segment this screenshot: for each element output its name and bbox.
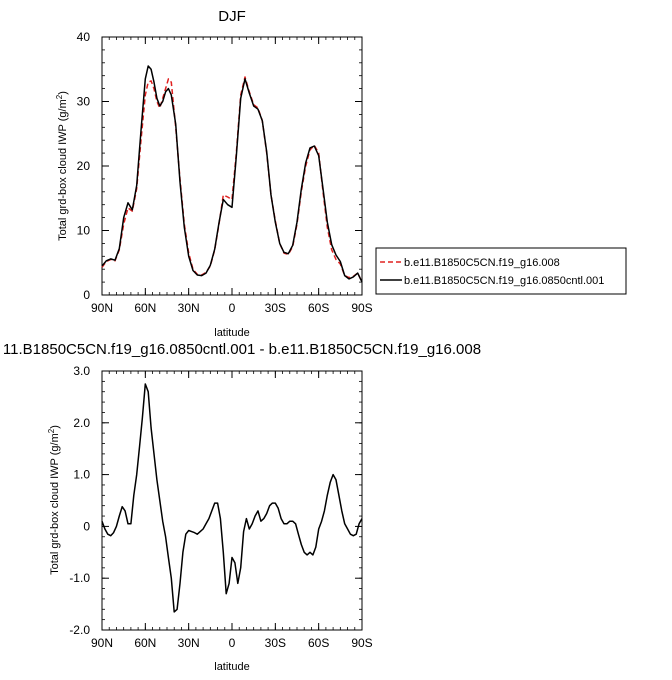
bottom-x-tick-label: 90S (351, 636, 372, 650)
top-chart-title: DJF (218, 8, 246, 25)
bottom-x-tick-label: 60N (134, 636, 156, 650)
top-series-line-2 (101, 65, 363, 283)
bottom-y-tick-label: 3.0 (73, 364, 90, 378)
bottom-y-label-superscript: 2 (47, 428, 56, 433)
top-y-label-superscript: 2 (55, 94, 64, 99)
bottom-y-tick-label: -1.0 (69, 571, 90, 585)
legend-box (375, 247, 627, 295)
top-plot-frame (101, 36, 363, 296)
top-series-group (101, 65, 363, 283)
bottom-axis-ticks: 90N 60N 30N 0 30S 60S 90S -2.0 -1.0 0 1.0 2.0 3.0 (69, 364, 372, 650)
top-y-tick-label: 20 (77, 159, 91, 173)
top-x-axis-label: latitude (214, 327, 249, 339)
legend-entry-2: b.e11.B1850C5CN.f19_g16.0850cntl.001 (404, 275, 604, 287)
bottom-series-group (101, 383, 363, 613)
top-axis-ticks: 90N 60N 30N 0 30S 60S 90S 0 10 20 30 40 (77, 30, 373, 315)
top-x-tick-label: 90S (351, 301, 372, 315)
top-x-tick-label: 60S (308, 301, 329, 315)
bottom-y-label-close: ) (49, 425, 61, 429)
legend: b.e11.B1850C5CN.f19_g16.008 b.e11.B1850C… (375, 247, 627, 295)
panel-bottom: 11.B1850C5CN.f19_g16.0850cntl.001 - b.e1… (3, 341, 481, 673)
panel-top: DJF 90N 60N 30N 0 30S 60S 90S 0 10 20 30 40 latitud… (55, 8, 627, 339)
bottom-y-axis-label: Total grd-box cloud IWP (g/m2) (47, 425, 61, 575)
top-x-tick-label: 30S (265, 301, 286, 315)
bottom-y-tick-label: 1.0 (73, 468, 90, 482)
bottom-x-tick-label: 90N (91, 636, 113, 650)
top-x-tick-label: 0 (229, 301, 236, 315)
top-x-tick-label: 90N (91, 301, 113, 315)
bottom-chart-title: 11.B1850C5CN.f19_g16.0850cntl.001 - b.e1… (3, 341, 481, 358)
top-y-label-close: ) (57, 91, 69, 95)
bottom-x-axis-label: latitude (214, 661, 249, 673)
top-y-tick-label: 30 (77, 95, 91, 109)
bottom-y-tick-label: -2.0 (69, 623, 90, 637)
top-x-tick-label: 60N (134, 301, 156, 315)
top-y-tick-label: 40 (77, 30, 91, 44)
top-x-tick-label: 30N (178, 301, 200, 315)
bottom-x-tick-label: 60S (308, 636, 329, 650)
bottom-x-tick-label: 30N (178, 636, 200, 650)
bottom-x-tick-label: 0 (229, 636, 236, 650)
legend-entry-1: b.e11.B1850C5CN.f19_g16.008 (404, 257, 560, 269)
bottom-x-tick-label: 30S (265, 636, 286, 650)
top-y-tick-label: 0 (83, 288, 90, 302)
top-y-label-main: Total grd-box cloud IWP (g/m (57, 99, 69, 241)
bottom-plot-frame (101, 370, 363, 631)
bottom-y-label-main: Total grd-box cloud IWP (g/m (49, 433, 61, 575)
bottom-series-line-1 (101, 383, 363, 613)
bottom-y-tick-label: 0 (83, 519, 90, 533)
top-y-axis-label: Total grd-box cloud IWP (g/m2) (55, 91, 69, 241)
bottom-y-tick-label: 2.0 (73, 416, 90, 430)
top-y-tick-label: 10 (77, 224, 91, 238)
